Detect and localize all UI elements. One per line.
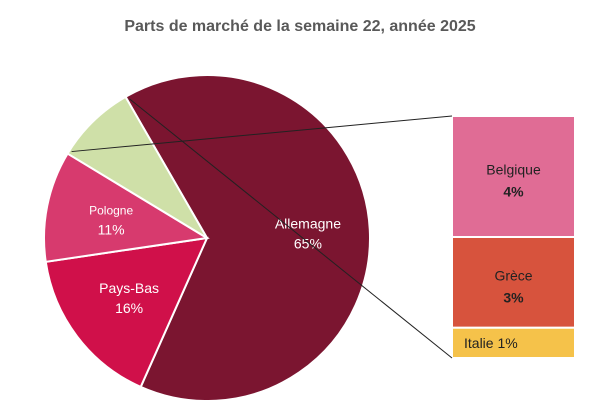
pie-slice-pays-bas — [44, 236, 209, 389]
bar-label-belgique: Belgique — [486, 162, 541, 178]
slice-label-allemagne: Allemagne — [275, 216, 341, 232]
pie-slice-autres — [66, 95, 208, 239]
slice-value-pologne: 11% — [98, 222, 125, 238]
connector-line-top — [71, 115, 453, 153]
connector-line-bottom — [129, 98, 453, 359]
pie-slice-pologne — [43, 152, 210, 263]
chart-title: Parts de marché de la semaine 22, année … — [124, 18, 476, 35]
bar-label-italie: Italie 1% — [464, 335, 518, 351]
bar-value-belgique: 4% — [503, 184, 524, 200]
slice-label-pologne: Pologne — [89, 204, 133, 218]
bar-segment-italie — [451, 326, 576, 359]
bar-value-grece: 3% — [503, 289, 524, 305]
bar-label-grece: Grèce — [494, 267, 532, 283]
bar-segment-grece — [451, 236, 576, 329]
slice-label-pays-bas: Pays-Bas — [99, 280, 159, 296]
slice-value-pays-bas: 16% — [115, 300, 143, 316]
pie-slice-allemagne — [124, 74, 371, 400]
slice-value-allemagne: 65% — [294, 236, 322, 252]
